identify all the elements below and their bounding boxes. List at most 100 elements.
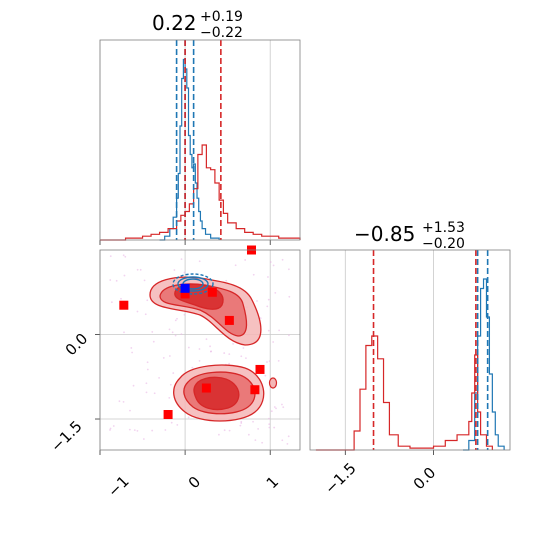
scatter-point: [225, 279, 228, 282]
scatter-point: [136, 429, 139, 432]
scatter-point: [110, 301, 113, 304]
scatter-point: [176, 317, 178, 320]
scatter-point: [228, 353, 231, 356]
scatter-point: [273, 406, 276, 408]
red-histogram-series: [100, 144, 301, 241]
scatter-point: [281, 403, 283, 406]
scatter-point: [142, 438, 145, 440]
scatter-point: [242, 347, 245, 349]
red-contour-lower-2: [193, 376, 240, 411]
axes-frame: [99, 39, 301, 241]
scatter-point: [146, 368, 149, 371]
scatter-point: [267, 329, 270, 332]
scatter-point: [268, 423, 271, 426]
red-square-marker: [163, 410, 173, 420]
red-contour-small: [268, 377, 278, 389]
x-tick-label: 0: [185, 473, 204, 492]
scatter-point: [259, 317, 262, 320]
scatter-point: [198, 348, 201, 350]
scatter-point: [122, 400, 125, 403]
x-tick-label: −1.5: [321, 459, 359, 497]
scatter-point: [130, 347, 133, 349]
scatter-point: [256, 300, 258, 302]
scatter-point: [168, 355, 171, 357]
scatter-point: [269, 261, 272, 263]
scatter-point: [232, 343, 235, 345]
scatter-point: [282, 406, 285, 409]
scatter-point: [281, 439, 284, 442]
scatter-point: [272, 264, 275, 267]
title-param2: −0.85: [354, 222, 415, 246]
red-histogram-series: [315, 335, 493, 451]
scatter-point: [252, 420, 254, 423]
scatter-point: [153, 392, 156, 395]
scatter-point: [268, 360, 271, 363]
x-tick-label: −1: [104, 472, 132, 500]
scatter-point: [162, 357, 165, 359]
scatter-point: [139, 268, 142, 271]
scatter-point: [169, 383, 172, 386]
scatter-point: [168, 396, 171, 399]
y-tick-label: −1.5: [47, 417, 85, 455]
title-param1: 0.22: [152, 11, 197, 35]
red-square-marker: [201, 383, 211, 393]
scatter-point: [123, 274, 126, 277]
scatter-point: [266, 305, 269, 308]
scatter-point: [198, 360, 201, 362]
scatter-point: [180, 333, 183, 336]
scatter-point: [240, 420, 243, 423]
blue-contour: [177, 276, 209, 292]
scatter-point: [239, 424, 242, 427]
scatter-point: [288, 295, 291, 298]
scatter-point: [268, 417, 270, 420]
scatter-point: [228, 362, 231, 365]
scatter-point: [174, 334, 177, 337]
scatter-point: [171, 331, 174, 334]
scatter-point: [172, 372, 175, 374]
scatter-point: [109, 427, 112, 430]
scatter-point: [266, 361, 268, 363]
scatter-point: [183, 313, 186, 316]
scatter-point: [123, 331, 125, 334]
scatter-point: [267, 298, 270, 301]
histogram-panel-param1: [99, 39, 301, 245]
scatter-point: [273, 426, 276, 429]
red-square-marker: [255, 364, 265, 374]
scatter-point: [115, 279, 118, 282]
scatter-point: [198, 260, 201, 263]
scatter-point: [109, 279, 112, 281]
scatter-point: [151, 331, 154, 333]
scatter-point: [133, 429, 136, 432]
scatter-point: [288, 334, 290, 337]
scatter-point: [168, 328, 171, 331]
scatter-point: [261, 441, 264, 444]
scatter-point: [218, 433, 220, 436]
scatter-point: [252, 273, 255, 276]
red-square-marker: [180, 289, 190, 299]
scatter-point: [144, 313, 147, 316]
scatter-point: [187, 346, 190, 349]
scatter-point: [191, 366, 194, 369]
scatter-point: [270, 410, 273, 413]
scatter-point: [158, 376, 160, 379]
scatter-point: [223, 429, 226, 432]
red-square-marker: [224, 315, 234, 325]
scatter-point: [136, 268, 139, 271]
red-square-marker: [250, 385, 260, 395]
scatter-point: [131, 351, 134, 354]
title-param1-minus: −0.22: [200, 25, 243, 41]
scatter-point: [240, 422, 243, 424]
scatter-point: [136, 310, 139, 313]
x-tick-label: 0.0: [410, 464, 440, 494]
scatter-point: [164, 429, 167, 431]
scatter-point: [120, 297, 122, 300]
scatter-point: [240, 355, 243, 358]
scatter-point: [287, 435, 290, 438]
scatter-point: [109, 429, 111, 431]
scatter-point: [143, 279, 146, 282]
scatter-point: [244, 259, 247, 261]
scatter-point: [109, 255, 112, 258]
scatter-point: [272, 341, 275, 343]
blue-contour: [172, 273, 214, 295]
scatter-point: [205, 338, 208, 341]
